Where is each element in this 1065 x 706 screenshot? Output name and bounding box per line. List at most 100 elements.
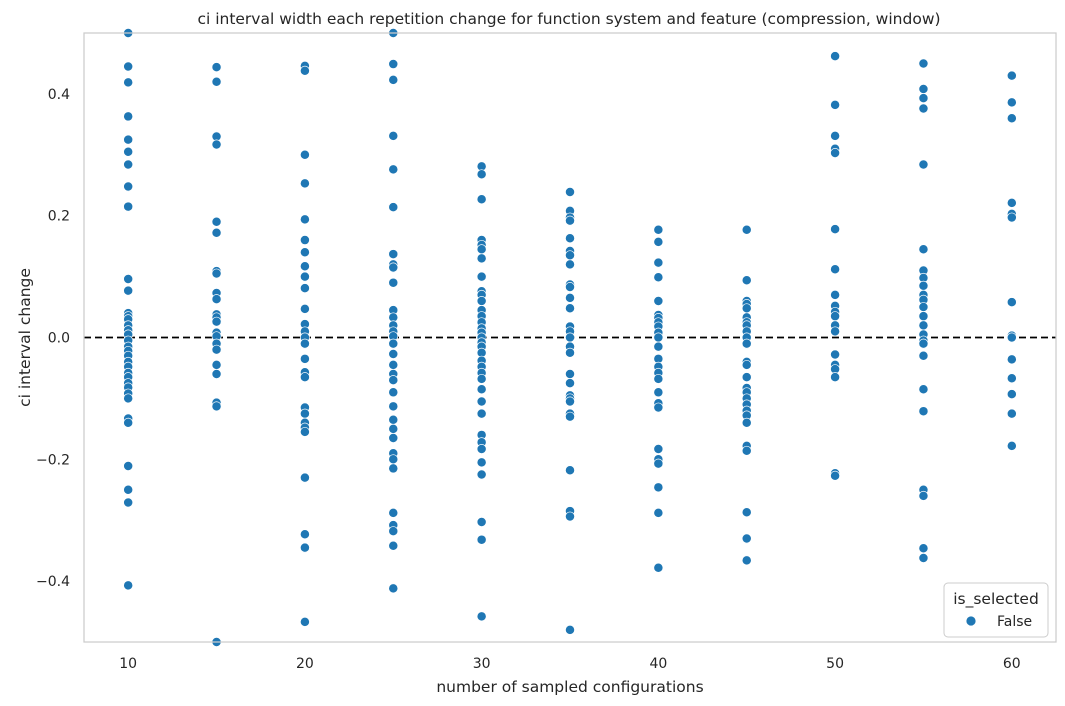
- data-point: [830, 372, 841, 383]
- data-point: [123, 417, 134, 428]
- data-point: [1006, 332, 1017, 343]
- data-point: [653, 562, 664, 573]
- data-point: [299, 271, 310, 282]
- data-point: [211, 359, 222, 370]
- data-point: [830, 326, 841, 337]
- data-point: [388, 401, 399, 412]
- data-point: [918, 384, 929, 395]
- data-point: [123, 77, 134, 88]
- data-point: [653, 458, 664, 469]
- data-point: [565, 369, 575, 379]
- data-point: [476, 194, 487, 205]
- data-point: [653, 272, 664, 283]
- chart-title: ci interval width each repetition change…: [197, 10, 940, 28]
- data-point: [830, 349, 841, 360]
- data-point: [830, 130, 841, 141]
- data-point: [388, 164, 399, 175]
- data-point: [918, 338, 929, 349]
- data-point: [1006, 70, 1017, 81]
- data-point: [565, 303, 575, 314]
- data-point: [830, 99, 841, 110]
- data-point: [565, 332, 575, 343]
- data-point: [653, 402, 664, 413]
- data-point: [741, 224, 752, 235]
- data-point: [830, 264, 841, 275]
- data-point: [123, 274, 134, 284]
- data-point: [211, 316, 222, 327]
- data-point: [299, 426, 310, 437]
- data-point: [211, 139, 222, 150]
- x-tick-label: 60: [1003, 656, 1021, 672]
- data-point: [299, 529, 310, 540]
- data-point: [476, 611, 487, 622]
- data-point: [741, 275, 752, 286]
- data-point: [476, 517, 487, 527]
- data-point: [476, 396, 487, 407]
- data-point: [918, 311, 929, 322]
- data-point: [653, 387, 664, 398]
- data-point: [388, 454, 399, 465]
- data-point: [653, 482, 664, 493]
- data-point: [476, 534, 487, 545]
- data-point: [830, 311, 841, 322]
- data-point: [388, 387, 399, 398]
- data-point: [565, 215, 575, 226]
- data-point: [299, 247, 310, 258]
- data-point: [211, 344, 222, 355]
- data-point: [123, 201, 134, 212]
- data-point: [741, 445, 752, 456]
- data-point: [653, 507, 664, 518]
- data-point: [565, 378, 575, 389]
- data-point: [299, 408, 310, 419]
- data-point: [830, 51, 841, 62]
- data-point: [388, 338, 399, 349]
- legend: is_selected False: [943, 582, 1049, 638]
- data-point: [123, 134, 134, 145]
- data-point: [388, 348, 399, 359]
- data-point: [123, 393, 134, 404]
- data-point: [565, 233, 575, 244]
- data-point: [653, 257, 664, 268]
- data-point: [1006, 373, 1017, 384]
- data-point: [653, 236, 664, 247]
- data-point: [830, 224, 841, 235]
- data-point: [388, 262, 399, 273]
- data-point: [476, 244, 487, 255]
- data-point: [830, 470, 841, 481]
- data-point: [299, 214, 310, 225]
- data-point: [299, 616, 310, 627]
- data-point: [388, 249, 399, 260]
- data-point: [123, 484, 134, 495]
- legend-entry-label: False: [997, 614, 1032, 630]
- data-points: [123, 28, 1017, 647]
- data-point: [1006, 354, 1017, 365]
- data-point: [388, 277, 399, 288]
- data-point: [299, 472, 310, 483]
- x-axis-label: number of sampled configurations: [436, 678, 703, 696]
- data-point: [565, 292, 575, 303]
- data-point: [653, 443, 664, 454]
- data-point: [918, 58, 929, 69]
- data-point: [388, 130, 399, 141]
- data-point: [918, 93, 929, 104]
- data-point: [565, 624, 575, 635]
- data-point: [123, 461, 134, 471]
- data-point: [918, 159, 929, 170]
- data-point: [476, 373, 487, 384]
- data-point: [476, 443, 487, 454]
- data-point: [211, 369, 222, 379]
- data-point: [1006, 97, 1017, 108]
- data-point: [1006, 113, 1017, 124]
- data-point: [388, 433, 399, 443]
- data-point: [918, 244, 929, 255]
- data-point: [299, 235, 310, 246]
- x-tick-label: 40: [649, 656, 667, 672]
- data-point: [123, 61, 134, 72]
- data-point: [388, 463, 399, 474]
- data-point: [918, 350, 929, 361]
- data-point: [123, 580, 134, 591]
- data-point: [830, 289, 841, 300]
- data-point: [123, 285, 134, 296]
